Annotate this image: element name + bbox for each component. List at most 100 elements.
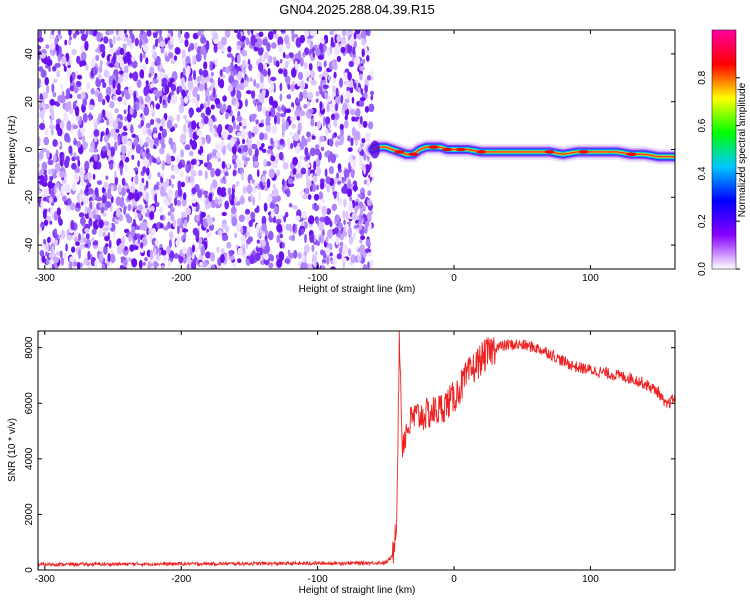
noise-speckle [235,195,239,200]
noise-speckle [236,181,240,187]
noise-speckle [157,172,161,178]
noise-speckle [313,204,320,212]
signal-peak [544,150,555,154]
noise-speckle [177,224,180,235]
noise-speckle [185,207,192,215]
noise-speckle [359,65,365,72]
noise-speckle [320,182,325,190]
noise-speckle [159,243,163,248]
noise-speckle [88,217,93,227]
noise-speckle [45,251,48,257]
noise-speckle [134,174,139,185]
noise-speckle [221,36,227,46]
noise-speckle [167,211,172,216]
noise-speckle [134,37,139,47]
noise-speckle [313,107,317,114]
y-tick-label: 20 [24,96,35,108]
noise-speckle [205,199,209,205]
noise-speckle [357,87,361,93]
noise-speckle [96,180,103,186]
noise-speckle [217,157,221,162]
noise-speckle [359,97,366,102]
noise-speckle [124,116,128,122]
noise-speckle [42,238,47,245]
noise-speckle [232,262,237,268]
noise-speckle [174,47,181,55]
noise-speckle [77,261,81,269]
noise-speckle [94,187,99,197]
noise-speckle [49,220,53,225]
noise-speckle [300,262,307,269]
noise-speckle [140,64,147,71]
noise-speckle [304,187,310,195]
noise-speckle [92,214,98,220]
noise-speckle [331,91,336,98]
noise-speckle [116,36,121,42]
noise-speckle [323,60,327,68]
noise-speckle [38,66,44,72]
noise-speckle [342,102,348,111]
noise-speckle [65,88,71,98]
noise-speckle [217,186,222,196]
signal-onset-blob [369,140,380,159]
noise-speckle [140,30,144,36]
noise-speckle [263,132,268,141]
noise-speckle [214,98,221,105]
noise-speckle [48,124,55,130]
noise-speckle [259,181,263,188]
colorbar-tick-label: 0.4 [697,166,708,180]
noise-speckle [84,40,89,51]
noise-speckle [86,207,92,214]
noise-speckle [165,155,172,165]
noise-speckle [237,258,242,264]
noise-speckle [266,42,271,52]
noise-speckle [209,77,214,83]
noise-speckle [319,135,325,143]
noise-speckle [210,104,215,110]
noise-speckle [311,135,316,140]
noise-speckle [306,263,313,269]
noise-speckle [132,71,139,82]
noise-speckle [278,251,285,262]
noise-speckle [330,266,336,269]
noise-speckle [112,120,119,129]
noise-speckle [182,228,189,233]
noise-speckle [38,59,41,66]
noise-speckle [171,126,176,132]
noise-speckle [95,196,102,202]
noise-speckle [195,98,200,110]
noise-speckle [343,198,347,208]
noise-speckle [267,68,271,77]
noise-speckle [368,121,374,130]
noise-speckle [218,130,222,138]
noise-speckle [244,157,251,162]
noise-speckle [130,124,134,134]
noise-speckle [142,44,149,53]
noise-speckle [275,218,282,225]
noise-speckle [176,86,180,95]
noise-speckle [265,123,272,133]
noise-speckle [268,168,275,179]
noise-speckle [131,258,138,268]
noise-speckle [124,93,131,100]
noise-speckle [198,159,204,165]
noise-speckle [306,131,311,138]
noise-speckle [300,167,307,175]
noise-speckle [110,128,115,137]
noise-speckle [153,184,159,191]
noise-speckle [159,206,164,213]
noise-speckle [102,226,109,232]
noise-speckle [83,259,88,266]
noise-speckle [77,74,83,80]
noise-speckle [357,193,363,198]
noise-speckle [172,143,177,154]
noise-speckle [161,264,165,269]
noise-speckle [80,44,84,53]
noise-speckle [210,167,215,178]
snr-series-line [38,331,675,568]
noise-speckle [312,175,318,183]
noise-speckle [64,39,68,46]
noise-speckle [346,81,350,88]
noise-speckle [266,149,273,154]
noise-speckle [270,76,277,82]
